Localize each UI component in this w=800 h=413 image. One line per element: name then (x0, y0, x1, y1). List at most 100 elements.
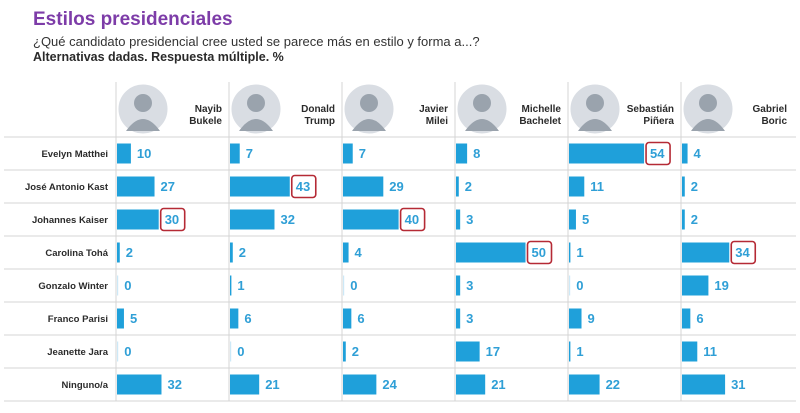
data-label: 34 (735, 245, 750, 260)
bar (343, 209, 399, 230)
bar (230, 308, 239, 329)
row-label: Jeanette Jara (47, 347, 108, 358)
bar (569, 341, 571, 362)
candidate-name: Piñera (643, 116, 674, 127)
data-label: 21 (491, 377, 505, 392)
highlight-box (399, 207, 426, 232)
candidate-name: Bachelet (519, 116, 561, 127)
bar (682, 209, 685, 230)
avatar-body-icon (126, 119, 160, 131)
bar (343, 176, 384, 197)
bar (343, 275, 345, 296)
data-label: 21 (265, 377, 279, 392)
candidate-name: Milei (426, 116, 448, 127)
data-label: 29 (389, 179, 403, 194)
bar (456, 242, 526, 263)
data-label: 2 (126, 245, 133, 260)
row-label: Evelyn Matthei (41, 149, 108, 160)
data-label: 32 (167, 377, 181, 392)
candidate-name: Michelle (522, 104, 562, 115)
row-label: Carolina Tohá (45, 248, 108, 259)
data-label: 30 (165, 212, 179, 227)
data-label: 43 (296, 179, 310, 194)
highlight-box (526, 240, 553, 265)
row-label: Johannes Kaiser (32, 215, 108, 226)
bar (117, 374, 162, 395)
row-label: Ninguno/a (62, 380, 109, 391)
candidate-name: Boric (761, 116, 787, 127)
bar (682, 143, 688, 164)
data-label: 2 (691, 212, 698, 227)
data-label: 1 (576, 245, 583, 260)
data-label: 0 (350, 278, 357, 293)
data-label: 2 (691, 179, 698, 194)
bar (343, 143, 353, 164)
highlight-box (159, 207, 186, 232)
data-label: 2 (239, 245, 246, 260)
bar (569, 143, 645, 164)
bar (343, 308, 352, 329)
data-label: 40 (405, 212, 419, 227)
bar (456, 143, 468, 164)
data-label: 31 (731, 377, 745, 392)
data-label: 0 (124, 344, 131, 359)
data-label: 11 (703, 344, 717, 359)
data-label: 11 (590, 179, 604, 194)
candidate-name: Gabriel (753, 104, 788, 115)
data-label: 8 (473, 146, 480, 161)
bar (456, 209, 461, 230)
data-label: 3 (466, 278, 473, 293)
chart-note: Alternativas dadas. Respuesta múltiple. … (33, 50, 284, 64)
bar (117, 275, 119, 296)
bar (230, 275, 232, 296)
data-label: 2 (352, 344, 359, 359)
row-label: Franco Parisi (48, 314, 108, 325)
bar (343, 341, 346, 362)
bar (117, 176, 155, 197)
data-label: 3 (466, 212, 473, 227)
data-label: 0 (124, 278, 131, 293)
bar (682, 275, 709, 296)
avatar-body-icon (352, 119, 386, 131)
bar (230, 143, 240, 164)
bar (117, 341, 119, 362)
data-label: 1 (576, 344, 583, 359)
avatar-head-icon (473, 94, 491, 112)
bar (117, 209, 159, 230)
bar (569, 176, 585, 197)
candidate-name: Javier (419, 104, 448, 115)
bar (682, 176, 685, 197)
data-label: 17 (486, 344, 500, 359)
highlight-box (290, 174, 317, 199)
data-label: 6 (696, 311, 703, 326)
avatar-head-icon (247, 94, 265, 112)
data-label: 4 (694, 146, 702, 161)
bar (230, 341, 232, 362)
data-label: 27 (161, 179, 175, 194)
bar (117, 143, 131, 164)
bar (230, 374, 260, 395)
bar (682, 374, 726, 395)
data-label: 32 (280, 212, 294, 227)
bar (569, 275, 571, 296)
bar (230, 176, 290, 197)
data-label: 22 (606, 377, 620, 392)
highlight-box (730, 240, 757, 265)
data-label: 4 (355, 245, 363, 260)
bar (569, 308, 582, 329)
row-label: José Antonio Kast (25, 182, 109, 193)
bar (456, 176, 459, 197)
chart-title: Estilos presidenciales (33, 9, 233, 30)
data-label: 54 (650, 146, 665, 161)
avatar-head-icon (586, 94, 604, 112)
data-label: 10 (137, 146, 151, 161)
bar (456, 308, 461, 329)
bar (569, 209, 576, 230)
bar (682, 341, 698, 362)
row-label: Gonzalo Winter (38, 281, 108, 292)
bar (230, 242, 233, 263)
avatar-head-icon (134, 94, 152, 112)
data-label: 6 (244, 311, 251, 326)
avatar-body-icon (691, 119, 725, 131)
bar (682, 308, 691, 329)
